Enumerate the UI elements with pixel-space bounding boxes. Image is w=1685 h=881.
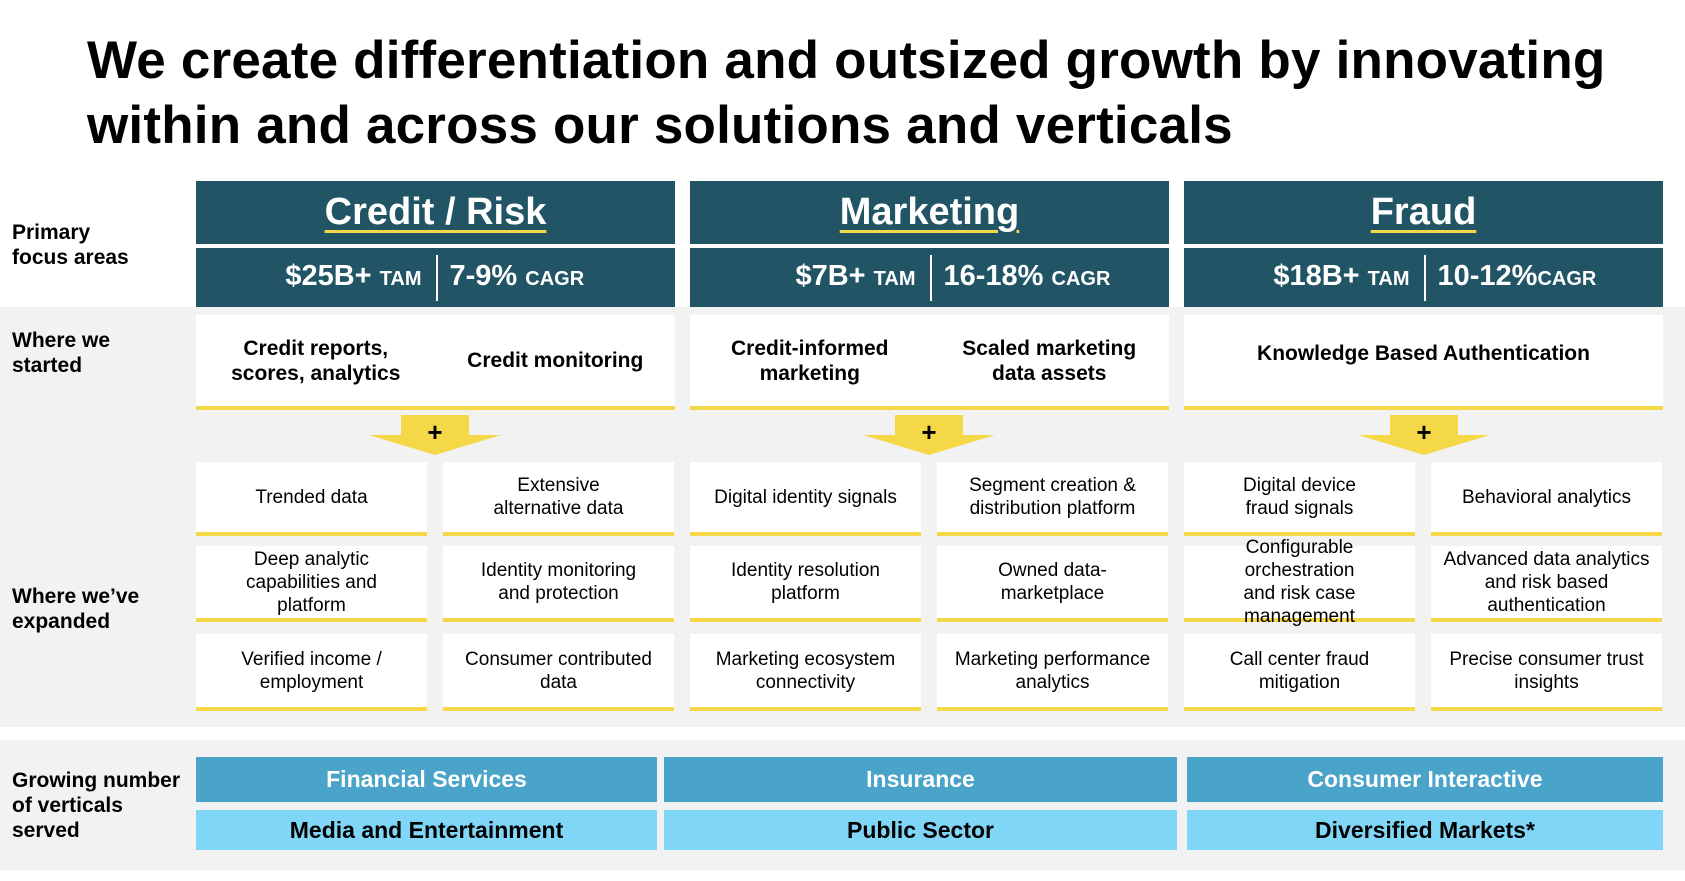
marketing-down-arrow: + [863, 415, 995, 455]
marketing-tam: $7B+ TAM [795, 259, 916, 292]
plus-icon: + [427, 417, 442, 447]
vertical-insurance: Insurance [664, 757, 1177, 802]
credit-risk-down-arrow: + [369, 415, 501, 455]
plus-icon: + [921, 417, 936, 447]
fraud-tam: $18B+ TAM [1273, 259, 1410, 292]
expanded-tile: Trended data [196, 462, 427, 536]
started-item: Knowledge Based Authentication [1257, 342, 1590, 365]
plus-icon: + [1416, 417, 1431, 447]
marketing-tam-bar: $7B+ TAM 16-18% CAGR [690, 248, 1169, 307]
expanded-tile: Marketing performance analytics [937, 634, 1168, 711]
marketing-started: Credit-informed marketing Scaled marketin… [690, 315, 1169, 410]
row-label-verticals: Growing number of verticals served [12, 769, 180, 842]
expanded-tile: Configurable orchestration and risk case m… [1184, 537, 1415, 627]
started-item: Credit monitoring [467, 349, 644, 372]
started-item: Scaled marketing data assets [962, 336, 1137, 385]
vertical-consumer-interactive: Consumer Interactive [1187, 757, 1663, 802]
fraud-tam-bar: $18B+ TAM 10-12%CAGR [1184, 248, 1663, 307]
expanded-tile: Digital identity signals [690, 462, 921, 536]
credit-risk-header: Credit / Risk [196, 181, 675, 244]
tam-separator [929, 254, 932, 301]
expanded-tile: Segment creation & distribution platform [937, 462, 1168, 536]
expanded-tile: Owned data-marketplace [937, 546, 1168, 622]
expanded-tile: Identity resolution platform [690, 546, 921, 622]
vertical-financial-services: Financial Services [196, 757, 657, 802]
started-item: Credit-informed marketing [731, 336, 889, 385]
tam-separator [1423, 254, 1426, 301]
expanded-tile: Call center fraud mitigation [1184, 634, 1415, 711]
vertical-public-sector: Public Sector [664, 810, 1177, 850]
credit-risk-tam: $25B+ TAM [285, 259, 422, 292]
tam-separator [435, 254, 438, 301]
started-item: Credit reports, scores, analytics [231, 336, 401, 385]
row-label-started: Where we started [12, 329, 111, 377]
expanded-tile: Verified income / employment [196, 634, 427, 711]
credit-risk-tam-bar: $25B+ TAM 7-9% CAGR [196, 248, 675, 307]
page-title-line2: within and across our solutions and vert… [87, 96, 1233, 155]
row-label-primary: Primary focus areas [12, 221, 129, 269]
credit-risk-started: Credit reports, scores, analytics Credit … [196, 315, 675, 410]
fraud-header: Fraud [1184, 181, 1663, 244]
fraud-started: Knowledge Based Authentication [1184, 315, 1663, 410]
expanded-tile: Precise consumer trust insights [1431, 634, 1662, 711]
marketing-cagr: 16-18% CAGR [943, 259, 1111, 292]
expanded-tile: Deep analytic capabilities and platform [196, 546, 427, 622]
row-label-expanded: Where we’ve expanded [12, 585, 140, 633]
expanded-tile: Digital device fraud signals [1184, 462, 1415, 536]
credit-risk-title: Credit / Risk [324, 191, 547, 233]
fraud-cagr: 10-12%CAGR [1437, 259, 1597, 292]
expanded-tile: Marketing ecosystem connectivity [690, 634, 921, 711]
fraud-down-arrow: + [1358, 415, 1490, 455]
marketing-title: Marketing [839, 191, 1020, 233]
credit-risk-cagr: 7-9% CAGR [449, 259, 585, 292]
page-title-line1: We create differentiation and outsized g… [87, 31, 1606, 90]
vertical-diversified-markets: Diversified Markets* [1187, 810, 1663, 850]
marketing-header: Marketing [690, 181, 1169, 244]
vertical-media-entertainment: Media and Entertainment [196, 810, 657, 850]
fraud-title: Fraud [1370, 191, 1477, 233]
page-title: We create differentiation and outsized g… [87, 28, 1647, 158]
expanded-tile: Advanced data analytics and risk based aut… [1431, 546, 1662, 622]
expanded-tile: Identity monitoring and protection [443, 546, 674, 622]
expanded-tile: Extensive alternative data [443, 462, 674, 536]
expanded-tile: Behavioral analytics [1431, 462, 1662, 536]
expanded-tile: Consumer contributed data [443, 634, 674, 711]
